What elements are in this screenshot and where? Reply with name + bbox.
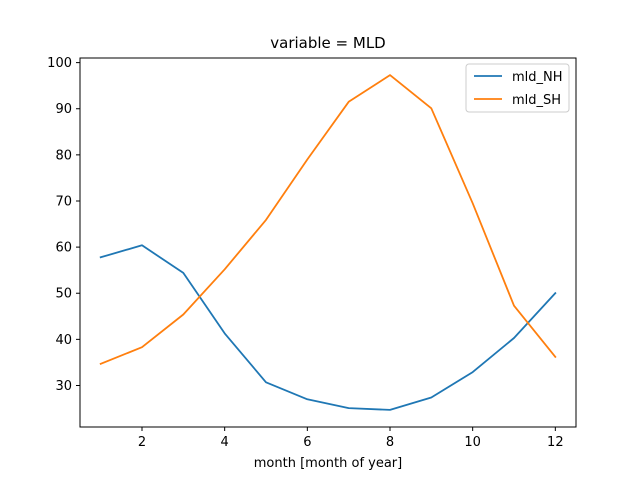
x-tick-label: 8 (386, 435, 394, 450)
x-tick-label: 12 (547, 435, 564, 450)
y-tick-label: 80 (55, 148, 72, 163)
y-tick-label: 60 (55, 241, 72, 256)
legend: mld_NH mld_SH (465, 63, 570, 113)
x-tick-label: 4 (221, 435, 229, 450)
plot-area: 2 4 6 8 10 12 30 40 50 60 70 80 90 100 (47, 56, 577, 450)
axes-frame (79, 57, 577, 428)
y-tick-label: 100 (47, 56, 72, 71)
x-axis-label: month [month of year] (254, 456, 402, 471)
y-tick-label: 50 (55, 287, 72, 302)
legend-label-mld_SH: mld_SH (512, 93, 561, 108)
y-tick-label: 30 (55, 379, 72, 394)
x-tick-label: 6 (303, 435, 311, 450)
y-tick-label: 40 (55, 333, 72, 348)
chart-title: variable = MLD (270, 34, 385, 52)
y-tick-label: 70 (55, 194, 72, 209)
x-tick-label: 2 (138, 435, 146, 450)
y-tick-label: 90 (55, 102, 72, 117)
series-line-mld_NH (99, 244, 557, 411)
x-tick-label: 10 (464, 435, 481, 450)
series-line-mld_SH (99, 74, 557, 365)
legend-label-mld_NH: mld_NH (512, 70, 563, 85)
